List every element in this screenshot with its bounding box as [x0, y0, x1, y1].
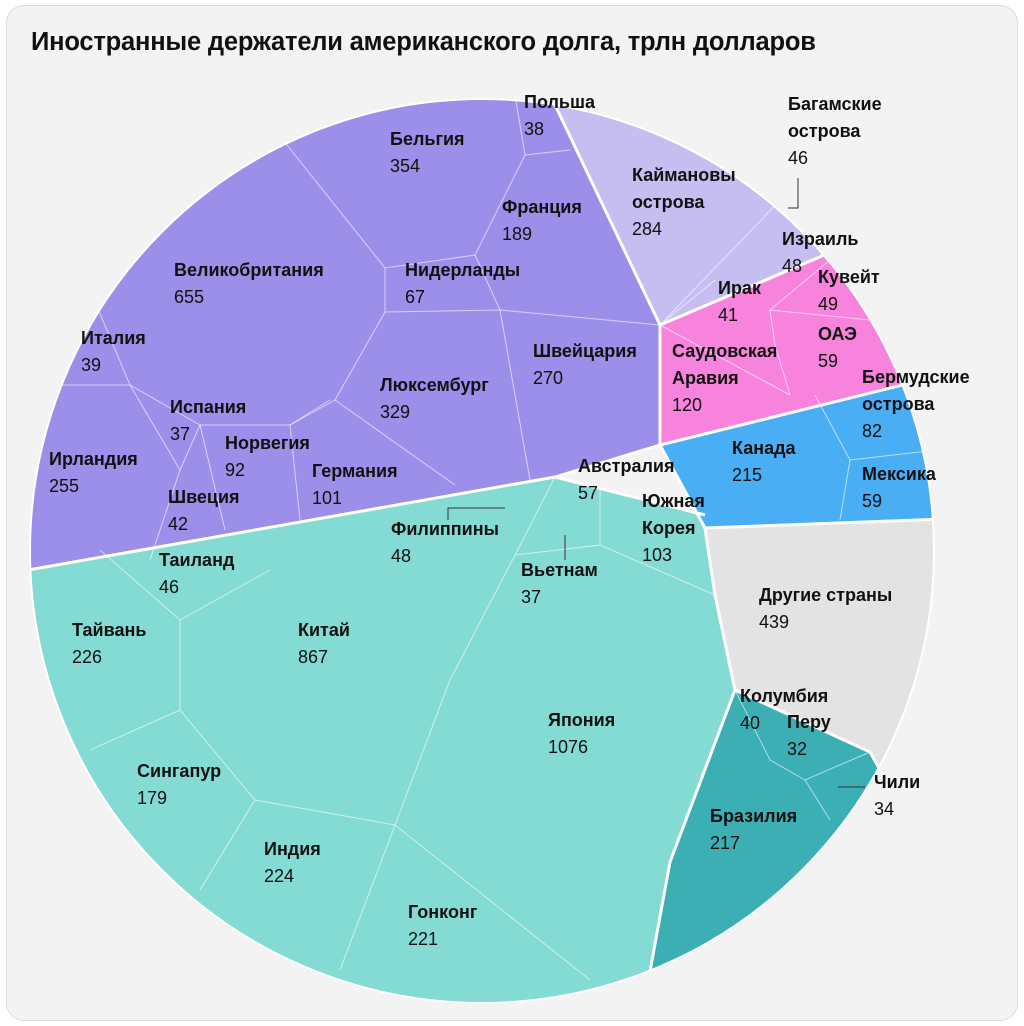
label-name: Индия: [264, 839, 321, 859]
label-name: Израиль: [782, 229, 858, 249]
label-value: 329: [380, 402, 410, 422]
labels-layer: Бельгия 354 Польша 38 Франция 189 Великобритан…: [49, 92, 970, 949]
label-name: Каймановы острова: [632, 165, 736, 212]
label-value: 215: [732, 465, 762, 485]
chart-outline: [29, 98, 935, 1004]
label-value: 37: [170, 424, 190, 444]
label-value: 439: [759, 612, 789, 632]
label-value: 40: [740, 713, 760, 733]
label-value: 49: [818, 294, 838, 314]
label-name: Ирландия: [49, 449, 138, 469]
label-name: Сингапур: [137, 761, 221, 781]
label-value: 59: [818, 351, 838, 371]
label-name: Бельгия: [390, 129, 465, 149]
group-region-Другие: [705, 516, 934, 1003]
label-value: 226: [72, 647, 102, 667]
label-name: Багамские острова: [788, 94, 882, 141]
label-value: 1076: [548, 737, 588, 757]
label-value: 217: [710, 833, 740, 853]
label-value: 32: [787, 739, 807, 759]
label-value: 101: [312, 488, 342, 508]
label-name: Мексика: [862, 464, 937, 484]
label-name: Южная Корея: [642, 491, 705, 538]
label-name: Австралия: [578, 456, 674, 476]
label-value: 67: [405, 287, 425, 307]
label-name: Гонконг: [408, 902, 478, 922]
label-value: 221: [408, 929, 438, 949]
label-value: 655: [174, 287, 204, 307]
label-value: 120: [672, 395, 702, 415]
label-name: Япония: [548, 710, 615, 730]
label-name: Филиппины: [391, 519, 499, 539]
label-name: Таиланд: [159, 550, 235, 570]
label-name: Норвегия: [225, 433, 310, 453]
label-name: Ирак: [718, 278, 762, 298]
label-value: 39: [81, 355, 101, 375]
leader-lines: [447, 178, 865, 788]
label-value: 48: [782, 256, 802, 276]
label-value: 57: [578, 483, 598, 503]
label-name: Другие страны: [759, 585, 892, 605]
label-value: 867: [298, 647, 328, 667]
label-name: Франция: [502, 197, 582, 217]
label-name: Великобритания: [174, 260, 324, 280]
chart-title: Иностранные держатели американского долг…: [31, 28, 816, 56]
label-name: Бразилия: [710, 806, 797, 826]
label-value: 42: [168, 514, 188, 534]
label-name: Колумбия: [740, 686, 828, 706]
label-name: Швейцария: [533, 341, 637, 361]
label-name: Польша: [524, 92, 596, 112]
label-value: 48: [391, 546, 411, 566]
label-name: Вьетнам: [521, 560, 598, 580]
label-name: Китай: [298, 620, 350, 640]
label-value: 37: [521, 587, 541, 607]
label-value: 34: [874, 799, 894, 819]
label-name: Нидерланды: [405, 260, 520, 280]
label-value: 41: [718, 305, 738, 325]
label-value: 38: [524, 119, 544, 139]
label-name: Швеция: [168, 487, 240, 507]
label-name: Люксембург: [380, 375, 489, 395]
label-value: 224: [264, 866, 294, 886]
label-value: 270: [533, 368, 563, 388]
label-value: 179: [137, 788, 167, 808]
label-name: Перу: [787, 712, 831, 732]
label-name: Тайвань: [72, 620, 146, 640]
label-name: Бермудские острова: [862, 367, 970, 414]
label-value: 255: [49, 476, 79, 496]
label-value: 46: [788, 148, 808, 168]
label-value: 59: [862, 491, 882, 511]
label-name: Чили: [874, 772, 920, 792]
label-name: Саудовская Аравия: [672, 341, 777, 388]
label-value: 284: [632, 219, 662, 239]
label-value: 92: [225, 460, 245, 480]
label-value: 46: [159, 577, 179, 597]
label-value: 189: [502, 224, 532, 244]
label-name: Канада: [732, 438, 797, 458]
label-name: Испания: [170, 397, 246, 417]
label-name: Кувейт: [818, 267, 880, 287]
label-name: ОАЭ: [818, 324, 857, 344]
label-name: Германия: [312, 461, 398, 481]
label-value: 103: [642, 545, 672, 565]
label-value: 82: [862, 421, 882, 441]
label-name: Италия: [81, 328, 146, 348]
label-value: 354: [390, 156, 420, 176]
